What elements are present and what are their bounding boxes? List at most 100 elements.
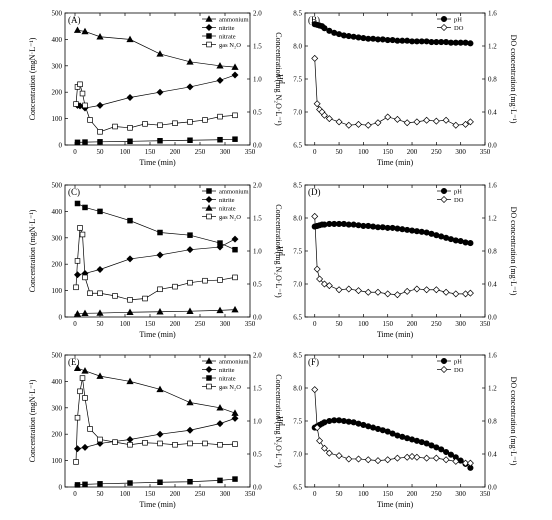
panel-letter: (D): [308, 187, 321, 197]
y-left-tick-label: 7.5: [293, 418, 302, 426]
y-left-tick-label: 300: [52, 234, 63, 242]
y-right-tick-label: 1.2: [488, 385, 497, 393]
legend-marker: [205, 366, 213, 373]
y-left-tick-label: 100: [52, 457, 63, 465]
x-tick-label: 300: [220, 148, 231, 156]
y-left-tick-label: 400: [52, 208, 63, 216]
y-right-tick-label: 0.8: [488, 248, 497, 256]
data-point: [112, 439, 118, 445]
legend-label: ammonium: [219, 188, 249, 195]
data-point: [232, 476, 238, 482]
panel-letter: (E): [68, 357, 80, 367]
data-point: [87, 117, 93, 123]
data-point: [142, 121, 148, 127]
y-left-tick-label: 500: [52, 352, 63, 360]
data-point: [96, 265, 104, 273]
y-left-tick-label: 500: [52, 182, 63, 190]
legend-label: gas N₂O: [219, 384, 241, 391]
x-tick-label: 200: [407, 320, 418, 328]
data-point: [81, 443, 89, 451]
data-point: [216, 243, 224, 251]
data-point: [374, 288, 382, 296]
x-tick-label: 150: [382, 148, 393, 156]
data-point: [345, 455, 353, 463]
data-point: [74, 258, 81, 264]
data-point: [97, 290, 103, 296]
x-tick-label: 100: [120, 490, 131, 498]
series-line: [75, 227, 236, 301]
data-point: [187, 137, 193, 143]
panel-2: 0 50 100 150 200 250 300 350 0 100 200 300 400 500 0.0…: [28, 182, 283, 340]
data-point: [217, 113, 223, 120]
y-left-axis-title: pH: [276, 416, 285, 426]
legend-label: ammonium: [219, 16, 249, 23]
data-point: [112, 123, 118, 130]
data-point: [355, 455, 363, 463]
data-point: [127, 480, 133, 486]
y-left-axis-title: pH: [276, 74, 285, 84]
data-point: [74, 200, 81, 207]
x-tick-label: 350: [480, 148, 491, 156]
data-point: [82, 274, 88, 281]
legend-marker: [205, 15, 213, 22]
y-right-tick-label: 0.0: [253, 142, 262, 150]
y-left-axis-title: pH: [276, 246, 285, 256]
data-point: [79, 90, 86, 97]
x-tick-label: 250: [195, 148, 206, 156]
x-tick-label: 350: [245, 148, 256, 156]
legend-marker: [206, 213, 212, 220]
data-point: [156, 251, 164, 259]
data-point: [462, 120, 470, 128]
data-point: [156, 50, 164, 57]
data-point: [127, 297, 133, 303]
data-point: [423, 116, 431, 124]
y-right-tick-label: 0.0: [253, 314, 262, 322]
data-point: [73, 310, 82, 317]
x-tick-label: 150: [382, 320, 393, 328]
x-tick-label: 300: [220, 320, 231, 328]
data-point: [97, 481, 103, 487]
y-left-tick-label: 100: [52, 287, 63, 295]
y-right-axis-title: DO concentration (mg·L⁻¹): [509, 207, 518, 296]
data-point: [96, 33, 104, 40]
data-point: [231, 235, 239, 243]
data-point: [172, 442, 178, 448]
data-point: [316, 437, 324, 445]
data-point: [232, 112, 238, 119]
y-right-tick-label: 1.0: [253, 248, 262, 256]
series-gas-n-o: [73, 375, 238, 465]
y-left-tick-label: 300: [52, 62, 63, 70]
data-point: [408, 452, 416, 460]
y-left-tick-label: 200: [52, 431, 63, 439]
data-point: [73, 284, 79, 291]
data-point: [187, 119, 193, 125]
legend-marker: [206, 383, 212, 390]
data-point: [74, 271, 81, 279]
data-point: [393, 454, 401, 462]
series-line: [77, 309, 236, 315]
data-point: [156, 307, 164, 315]
x-tick-label: 0: [313, 148, 317, 156]
series-ammonium: [73, 364, 239, 416]
legend-label: DO: [454, 367, 464, 374]
data-point: [127, 125, 133, 131]
data-point: [384, 456, 392, 464]
data-point: [335, 118, 343, 126]
panel-letter: (C): [68, 187, 80, 197]
data-point: [232, 246, 238, 253]
panel-0: 0 50 100 150 200 250 300 350 0 100 200 300 400 500 0.0…: [28, 10, 283, 168]
legend-label: nitrite: [219, 197, 235, 204]
x-tick-label: 150: [145, 148, 156, 156]
y-right-tick-label: 0.8: [488, 76, 497, 84]
data-point: [335, 452, 343, 460]
data-point: [97, 208, 103, 215]
data-point: [127, 442, 133, 448]
data-point: [96, 309, 104, 316]
y-left-tick-label: 7.0: [293, 451, 302, 459]
series-nitrite: [74, 414, 239, 453]
x-tick-label: 100: [358, 148, 369, 156]
data-point: [467, 40, 474, 47]
data-point: [187, 232, 193, 238]
y-right-axis-title: Concentration (mg N₂O·L⁻¹): [274, 204, 283, 298]
